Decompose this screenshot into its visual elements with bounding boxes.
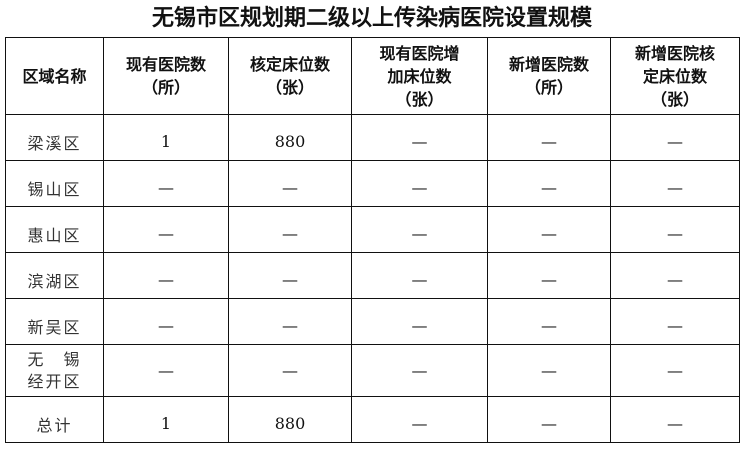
table-cell: — xyxy=(228,206,352,253)
header-line: 新增医院数 xyxy=(508,55,589,74)
column-header: 新增医院核定床位数 （张） xyxy=(610,37,740,115)
table-row: 锡山区 — — — — — xyxy=(5,160,740,207)
table-cell: — xyxy=(487,160,611,207)
table-row: 惠山区 — — — — — xyxy=(5,206,740,253)
column-header: 现有医院增加床位数 （张） xyxy=(351,37,488,115)
table-cell: — xyxy=(228,160,352,207)
table-cell: — xyxy=(487,252,611,299)
district-name-line: 经开区 xyxy=(27,371,82,391)
hospital-table: 区域名称 现有医院数 （所） 核定床位数 （张） 现有医院增加床位数 （张） 新增医院数 （所）… xyxy=(5,37,740,443)
table-cell: — xyxy=(610,114,740,161)
header-line: （所） xyxy=(524,78,573,97)
table-cell: — xyxy=(351,160,488,207)
table-row: 梁溪区 1 880— — — xyxy=(5,114,740,161)
table-row: 总计 1 880— — — xyxy=(5,396,740,443)
table-cell: — xyxy=(487,344,611,397)
table-cell: — xyxy=(610,160,740,207)
district-name: 锡山区 xyxy=(5,160,104,207)
table-cell: — xyxy=(351,252,488,299)
table-cell: — xyxy=(351,344,488,397)
table-row: 滨湖区 — — — — — xyxy=(5,252,740,299)
table-cell: — xyxy=(103,252,229,299)
table-cell: — xyxy=(351,206,488,253)
header-row: 区域名称 现有医院数 （所） 核定床位数 （张） 现有医院增加床位数 （张） 新增医院数 （所）… xyxy=(5,37,740,115)
table-cell: — xyxy=(487,298,611,345)
table-cell: — xyxy=(610,206,740,253)
table-cell: 880 xyxy=(228,396,352,443)
table-cell: — xyxy=(103,160,229,207)
header-line: 加床位数 xyxy=(387,66,452,86)
district-name: 梁溪区 xyxy=(5,114,104,161)
district-name: 滨湖区 xyxy=(5,252,104,299)
table-cell: — xyxy=(103,206,229,253)
table-cell: — xyxy=(351,298,488,345)
header-line: 核定床位数 xyxy=(249,55,330,74)
header-line: （张） xyxy=(395,89,444,109)
table-cell: — xyxy=(351,114,488,161)
table-row: 新吴区 — — — — — xyxy=(5,298,740,345)
table-cell: — xyxy=(228,298,352,345)
table-cell: — xyxy=(610,252,740,299)
table-cell: — xyxy=(228,344,352,397)
district-name: 惠山区 xyxy=(5,206,104,253)
column-header: 新增医院数 （所） xyxy=(487,37,611,115)
table-cell: — xyxy=(103,344,229,397)
district-name: 总计 xyxy=(5,396,104,443)
table-cell: — xyxy=(487,206,611,253)
table-cell: 1 xyxy=(103,396,229,443)
page-title: 无锡市区规划期二级以上传染病医院设置规模 xyxy=(151,6,592,31)
table-cell: — xyxy=(351,396,488,443)
header-line: （张） xyxy=(650,89,699,109)
header-line: （所） xyxy=(141,78,190,97)
column-header: 核定床位数 （张） xyxy=(228,37,352,115)
table-cell: — xyxy=(487,396,611,443)
column-header: 现有医院数 （所） xyxy=(103,37,229,115)
header-line: 定床位数 xyxy=(642,66,707,86)
header-line: 新增医院核 xyxy=(634,43,715,63)
header-line: 现有医院数 xyxy=(125,55,206,74)
table-cell: 1 xyxy=(103,114,229,161)
district-name-line: 无 锡 xyxy=(27,349,82,369)
column-header: 区域名称 xyxy=(5,37,104,115)
table-cell: — xyxy=(610,396,740,443)
table-cell: — xyxy=(103,298,229,345)
district-name: 新吴区 xyxy=(5,298,104,345)
table-cell: — xyxy=(487,114,611,161)
header-line: 区域名称 xyxy=(22,66,87,86)
table-cell: — xyxy=(610,344,740,397)
table-row: 无 锡经开区 — — — — — xyxy=(5,344,740,397)
table-cell: — xyxy=(228,252,352,299)
header-line: （张） xyxy=(265,78,314,97)
district-name: 无 锡经开区 xyxy=(5,344,104,397)
table-cell: — xyxy=(610,298,740,345)
table-cell: 880 xyxy=(228,114,352,161)
header-line: 现有医院增 xyxy=(379,43,460,63)
